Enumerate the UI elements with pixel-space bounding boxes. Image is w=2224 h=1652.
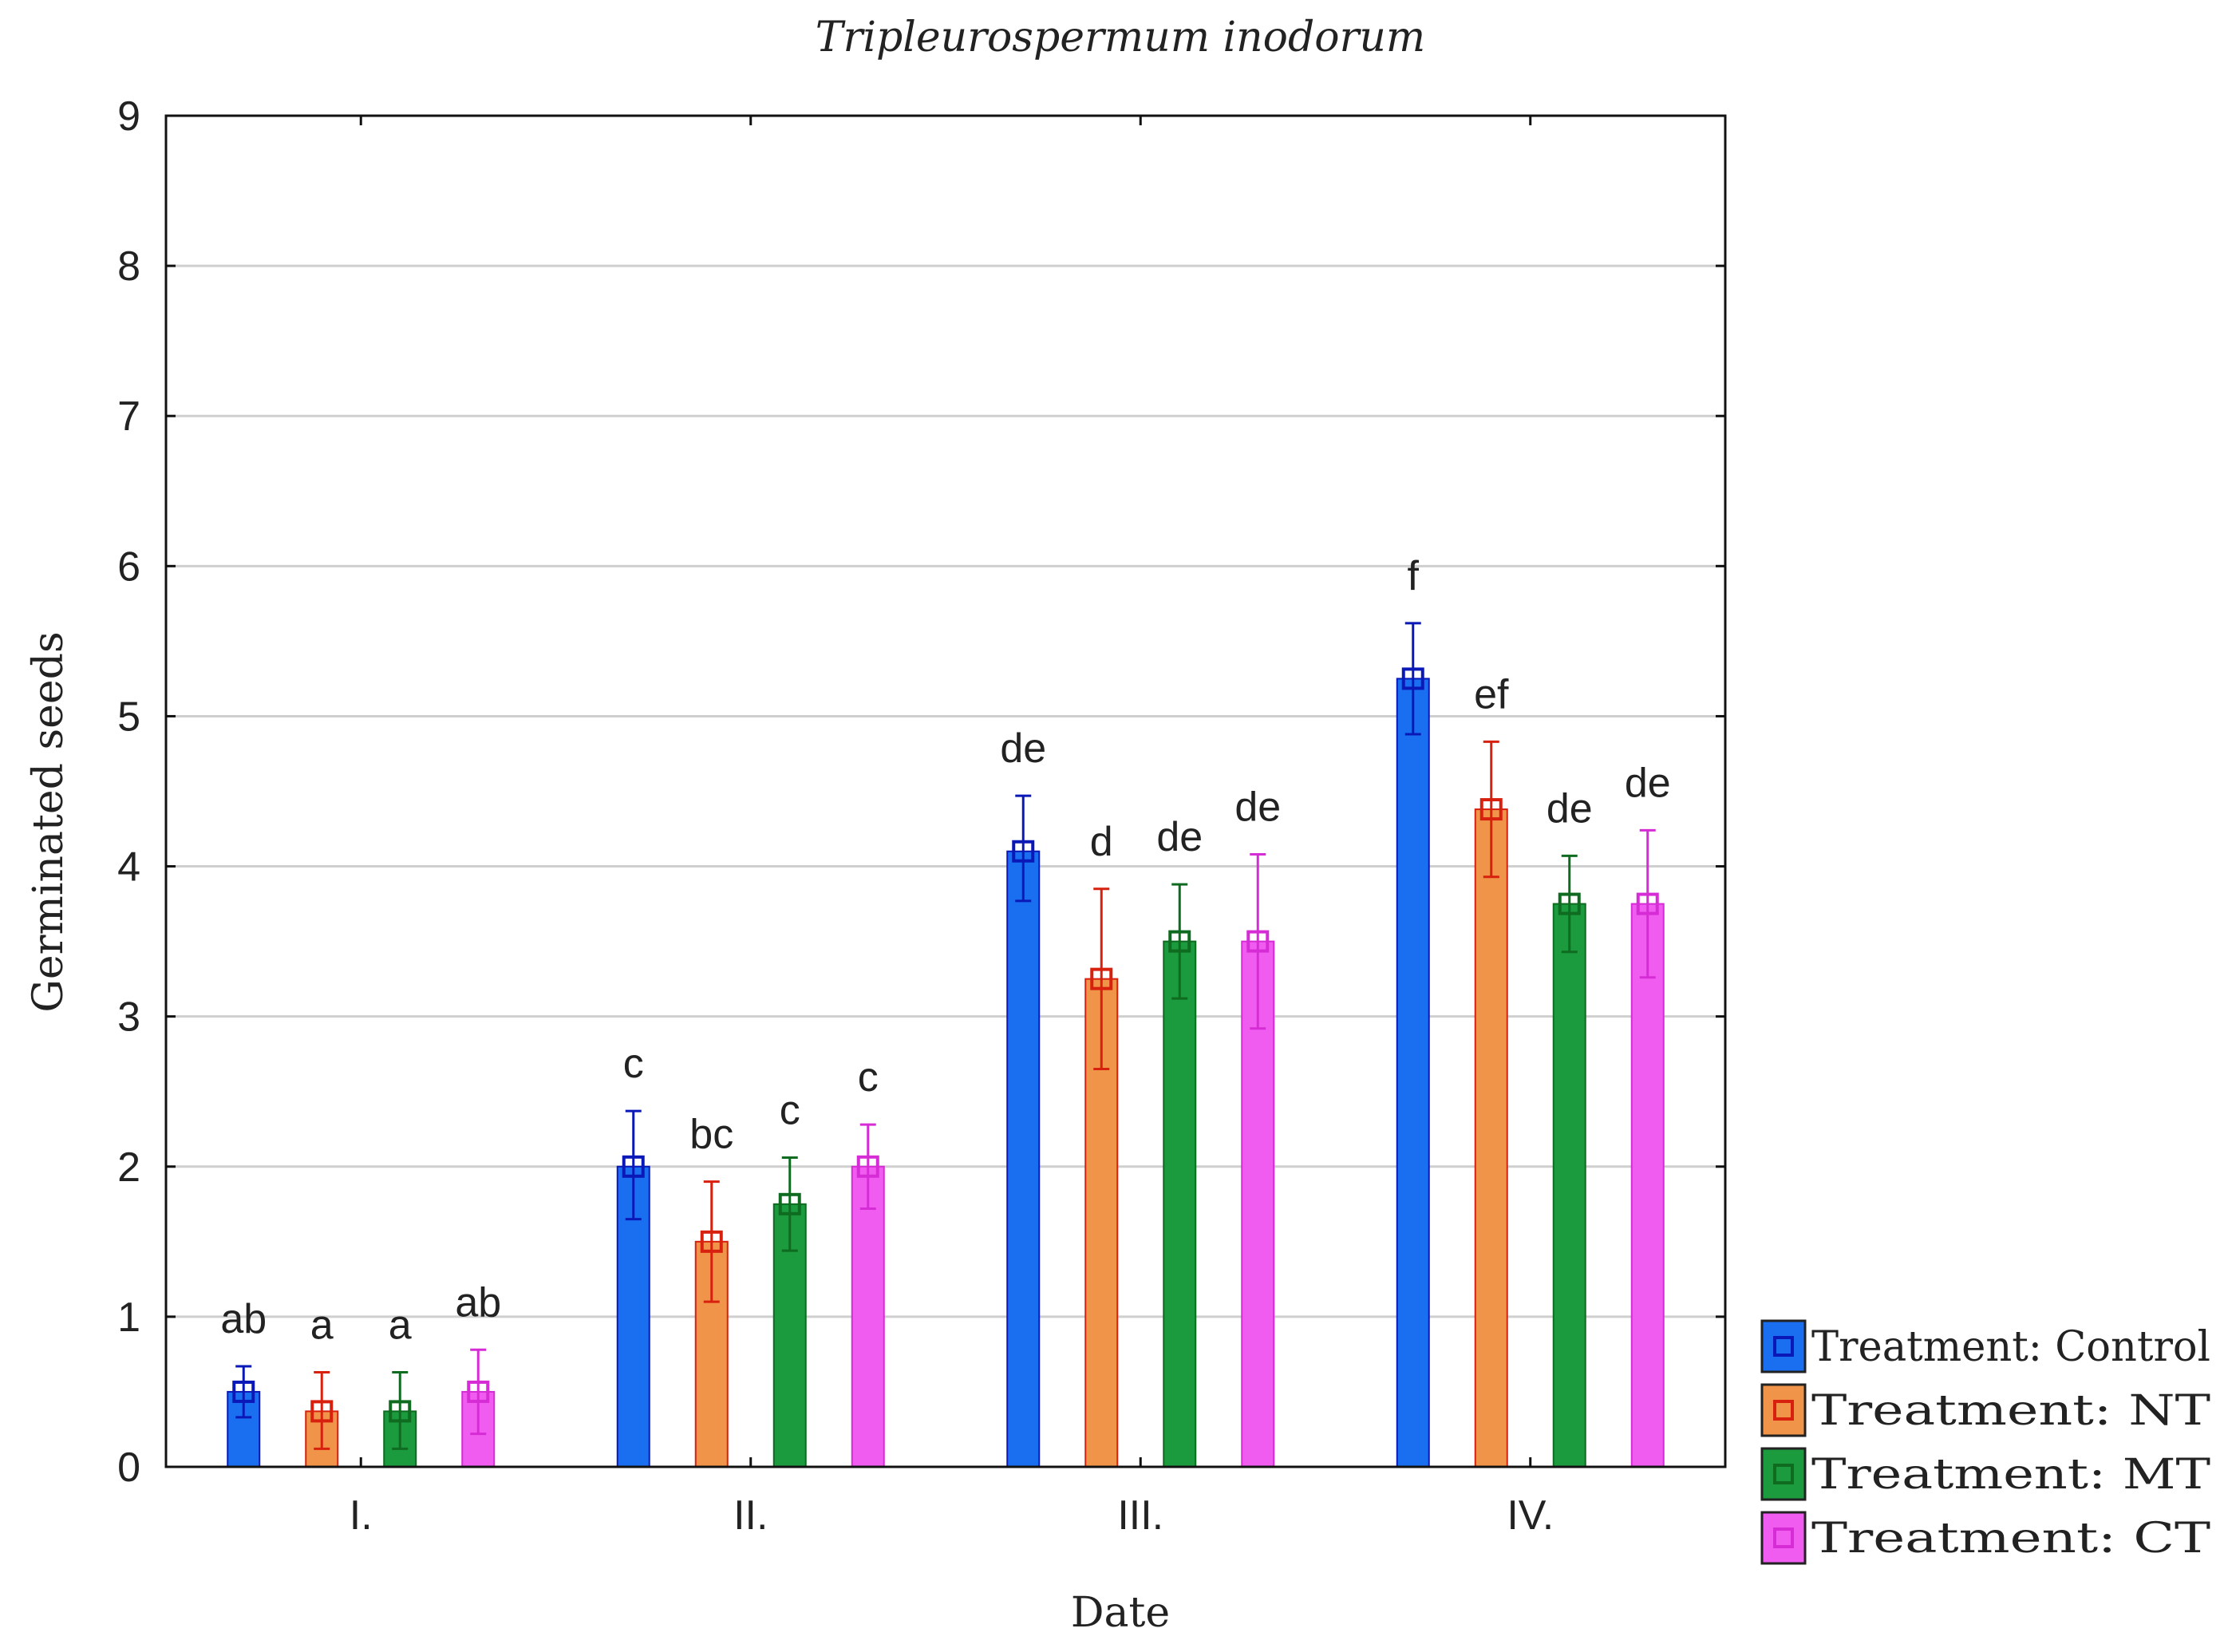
y-tick-label: 4 [117,844,140,891]
mean-marker [310,1400,334,1423]
mean-marker [1168,930,1191,953]
significance-label: a [310,1302,334,1348]
mean-marker [1558,892,1581,915]
x-tick-label: I. [350,1492,373,1539]
legend-item: Treatment: NT [1760,1383,2210,1437]
mean-marker [1401,667,1424,690]
bar [1396,678,1430,1468]
x-axis-title: Date [1071,1589,1170,1637]
mean-marker [622,1155,645,1178]
legend-swatch [1760,1447,1807,1501]
significance-label: c [858,1054,879,1101]
significance-label: ef [1474,671,1509,717]
significance-label: de [1156,814,1203,860]
significance-label: d [1090,819,1113,865]
legend-label: Treatment: MT [1811,1451,2210,1499]
x-tick-label: II. [733,1492,768,1539]
y-tick-label: 5 [117,694,140,740]
significance-label: de [1625,760,1671,806]
mean-marker [1246,930,1270,953]
significance-label: de [1234,785,1281,831]
bar [1474,808,1508,1468]
x-tick-label: IV. [1507,1492,1554,1539]
chart-title: Tripleurospermum inodorum [816,14,1425,61]
significance-label: a [389,1302,412,1348]
bar [1552,903,1586,1468]
legend-marker [1773,1400,1794,1421]
significance-label: ab [220,1296,267,1342]
mean-marker [389,1400,412,1423]
mean-marker [700,1230,723,1253]
significance-label: ab [455,1279,501,1326]
x-tick-label: III. [1117,1492,1163,1539]
significance-label: c [780,1087,800,1133]
bar [851,1165,885,1468]
y-tick-label: 3 [117,994,140,1041]
bar [1006,850,1041,1468]
y-tick-label: 2 [117,1144,140,1191]
legend-label: Treatment: Control [1811,1323,2210,1371]
mean-marker [467,1380,490,1403]
significance-label: de [1547,785,1593,832]
legend: Treatment: Control Treatment: NT Treatment… [1760,1319,2210,1565]
legend-swatch [1760,1511,1807,1565]
legend-swatch [1760,1383,1807,1437]
y-tick-label: 9 [117,93,140,140]
legend-label: Treatment: CT [1811,1515,2210,1563]
significance-label: de [1000,725,1046,772]
legend-item: Treatment: Control [1760,1319,2210,1373]
legend-item: Treatment: MT [1760,1447,2210,1501]
significance-label: f [1408,553,1420,599]
error-bars [232,622,1659,1450]
mean-marker [1012,840,1035,863]
mean-marker [1479,798,1503,821]
legend-marker [1773,1336,1794,1357]
y-tick-label: 8 [117,243,140,290]
mean-marker [856,1155,879,1178]
legend-label: Treatment: NT [1811,1387,2210,1435]
y-tick-label: 6 [117,543,140,590]
legend-marker [1773,1528,1794,1548]
bar [1630,903,1665,1468]
axes: 0 1 2 3 4 5 6 7 8 9 I. II. III. IV. [117,93,1725,1539]
y-tick-label: 0 [117,1445,140,1491]
y-tick-label: 7 [117,393,140,440]
mean-marker [1090,967,1113,990]
legend-swatch [1760,1319,1807,1373]
bar [1163,940,1197,1468]
significance-label: c [623,1041,644,1087]
bars [227,678,1665,1468]
legend-item: Treatment: CT [1760,1511,2210,1565]
mean-marker [232,1380,255,1403]
legend-marker [1773,1464,1794,1484]
y-tick-label: 1 [117,1294,140,1341]
mean-marker [778,1192,801,1215]
significance-label: bc [689,1112,733,1158]
grid-lines [166,264,1725,1318]
y-axis-title: Germinated seeds [25,631,73,1012]
plot-frame [164,114,1727,1468]
mean-marker [1636,892,1659,915]
